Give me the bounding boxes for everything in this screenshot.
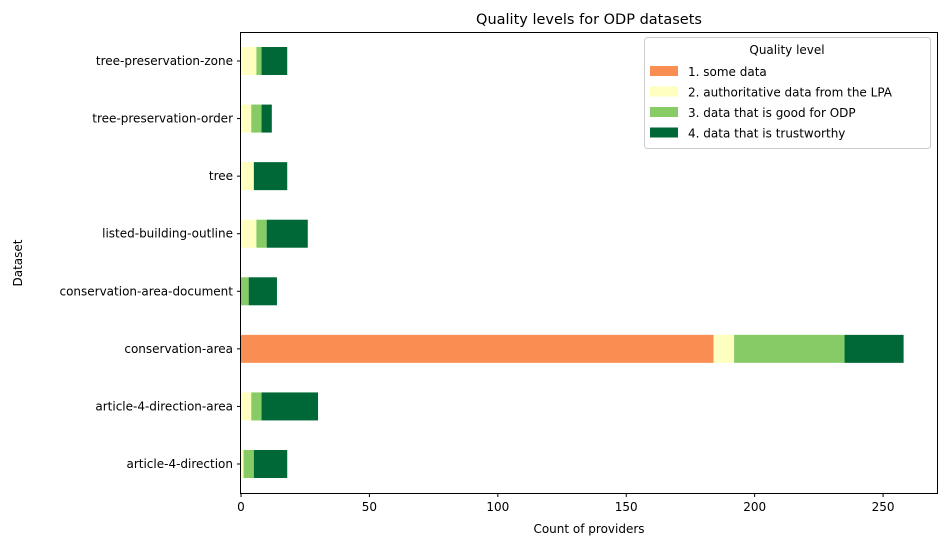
bar-segment: [261, 47, 288, 75]
legend-entry: 1. some data: [688, 65, 767, 79]
bar-segment: [261, 104, 272, 133]
bar-segment: [256, 219, 267, 248]
legend-entry: 2. authoritative data from the LPA: [688, 86, 893, 100]
chart-title: Quality levels for ODP datasets: [476, 12, 702, 28]
bar-segment: [241, 219, 257, 248]
y-tick-label: conservation-area-document: [59, 284, 233, 298]
x-tick-label: 250: [872, 500, 895, 514]
legend-swatch: [650, 66, 678, 76]
bar-segment: [266, 219, 308, 248]
bar-segment: [713, 334, 735, 363]
x-tick-label: 0: [237, 500, 245, 514]
y-tick-label: article-4-direction-area: [95, 399, 233, 413]
x-tick-label: 200: [743, 500, 766, 514]
y-tick-label: tree-preservation-zone: [96, 54, 233, 68]
bar-segment: [251, 392, 262, 421]
y-tick-label: article-4-direction: [126, 457, 233, 471]
bar-segment: [253, 162, 288, 191]
y-tick-label: listed-building-outline: [102, 227, 233, 241]
legend-title: Quality level: [749, 43, 824, 57]
x-axis-title: Count of providers: [533, 522, 644, 536]
legend-swatch: [650, 107, 678, 117]
bar-segment: [241, 450, 244, 478]
bar-segment: [241, 334, 714, 363]
legend-swatch: [650, 127, 678, 138]
y-axis-ticks: article-4-direction article-4-direction-a…: [59, 54, 241, 471]
bar-segment: [241, 392, 252, 421]
bar-segment: [253, 450, 288, 478]
x-tick-label: 50: [362, 500, 377, 514]
bar-segment: [248, 277, 277, 306]
bar-segment: [251, 104, 262, 133]
bar-segment: [243, 450, 254, 478]
bar-segment: [734, 334, 845, 363]
bar-segment: [844, 334, 904, 363]
bar-segment: [256, 47, 262, 75]
y-axis-title: Dataset: [11, 239, 25, 286]
bar-segment: [261, 392, 319, 421]
bar-segment: [241, 47, 257, 75]
x-axis-ticks: 0 50 100 150 200 250: [237, 493, 895, 514]
legend-entry: 3. data that is good for ODP: [688, 106, 856, 120]
y-tick-label: tree: [209, 169, 233, 183]
y-tick-label: conservation-area: [124, 342, 233, 356]
legend-swatch: [650, 86, 678, 97]
bars-layer: [241, 47, 904, 478]
x-tick-label: 100: [486, 500, 509, 514]
bar-segment: [241, 162, 254, 191]
legend-entry: 4. data that is trustworthy: [688, 127, 845, 141]
legend-frame: [644, 37, 931, 149]
bar-segment: [241, 104, 252, 133]
y-tick-label: tree-preservation-order: [92, 112, 233, 126]
x-tick-label: 150: [615, 500, 638, 514]
plot-frame: [240, 32, 938, 494]
bar-segment: [241, 277, 249, 306]
legend: Quality level 1. some data 2. authoritati…: [644, 37, 931, 149]
